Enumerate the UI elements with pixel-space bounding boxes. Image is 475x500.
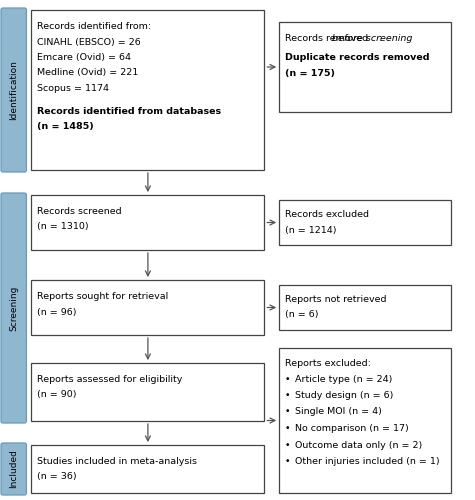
Text: •: • [285,408,291,416]
Text: (n = 1310): (n = 1310) [37,222,89,232]
Text: Single MOI (n = 4): Single MOI (n = 4) [295,408,382,416]
Bar [31,363,265,421]
Text: •: • [285,424,291,433]
Text: (n = 6): (n = 6) [285,310,319,320]
Text: (n = 90): (n = 90) [37,390,77,400]
Text: Screening: Screening [9,286,18,331]
Text: Records identified from databases: Records identified from databases [37,106,221,116]
Text: Records screened: Records screened [37,207,122,216]
Text: Included: Included [9,450,18,488]
Text: Reports not retrieved: Reports not retrieved [285,295,387,304]
Bar [31,445,265,493]
Text: Identification: Identification [9,60,18,120]
FancyBboxPatch shape [1,8,27,172]
Text: Study design (n = 6): Study design (n = 6) [295,391,393,400]
Bar [31,10,265,170]
Text: Reports sought for retrieval: Reports sought for retrieval [37,292,169,301]
Text: CINAHL (EBSCO) = 26: CINAHL (EBSCO) = 26 [37,38,141,46]
Text: Records identified from:: Records identified from: [37,22,152,31]
Text: Scopus = 1174: Scopus = 1174 [37,84,109,93]
Bar [31,280,265,335]
FancyBboxPatch shape [1,443,27,495]
Text: Article type (n = 24): Article type (n = 24) [295,374,392,384]
Text: Records excluded: Records excluded [285,210,369,219]
Text: •: • [285,391,291,400]
Text: Reports excluded:: Reports excluded: [285,359,371,368]
Text: Reports assessed for eligibility: Reports assessed for eligibility [37,375,182,384]
Text: Medline (Ovid) = 221: Medline (Ovid) = 221 [37,68,139,78]
Text: (n = 175): (n = 175) [285,69,335,78]
Text: before screening: before screening [332,34,412,43]
Text: :: : [379,34,382,43]
Text: Outcome data only (n = 2): Outcome data only (n = 2) [295,440,422,450]
FancyBboxPatch shape [1,193,27,423]
Text: (n = 1214): (n = 1214) [285,226,336,234]
Text: (n = 96): (n = 96) [37,308,77,316]
Bar [31,195,265,250]
Bar [279,22,450,112]
Text: Emcare (Ovid) = 64: Emcare (Ovid) = 64 [37,53,131,62]
Bar [279,285,450,330]
Text: •: • [285,457,291,466]
Text: (n = 36): (n = 36) [37,472,77,482]
Text: No comparison (n = 17): No comparison (n = 17) [295,424,408,433]
Text: Other injuries included (n = 1): Other injuries included (n = 1) [295,457,439,466]
Text: •: • [285,374,291,384]
Text: Duplicate records removed: Duplicate records removed [285,54,429,62]
Text: (n = 1485): (n = 1485) [37,122,94,131]
Bar [279,200,450,245]
Text: Records removed: Records removed [285,34,371,43]
Text: Studies included in meta-analysis: Studies included in meta-analysis [37,457,197,466]
Text: •: • [285,440,291,450]
Bar [279,348,450,493]
